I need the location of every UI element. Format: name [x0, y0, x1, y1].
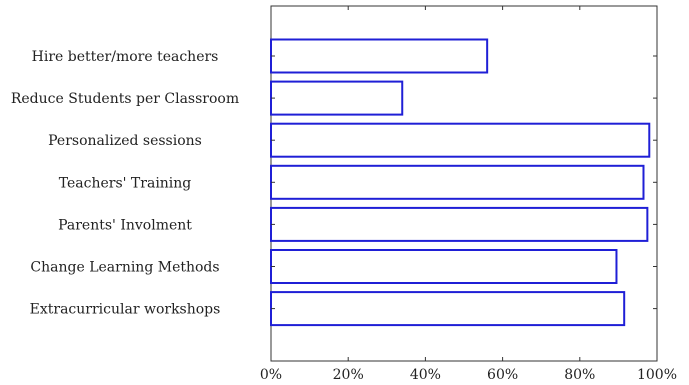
bar [270, 80, 404, 116]
bar [270, 249, 618, 284]
x-tick-label: 20% [333, 367, 364, 383]
labels-layer: Hire better/more teachers Reduce Students… [11, 49, 677, 383]
x-tick-label: 0% [260, 367, 282, 383]
x-tick-label: 40% [410, 367, 441, 383]
category-label: Hire better/more teachers [32, 49, 219, 65]
x-tick-label: 80% [564, 367, 595, 383]
category-label: Parents' Involment [58, 217, 192, 233]
category-label: Teachers' Training [59, 175, 192, 191]
ticks-layer [270, 6, 658, 361]
bar [270, 122, 651, 158]
x-tick-label: 60% [487, 367, 518, 383]
category-label: Personalized sessions [48, 133, 202, 149]
bar [270, 206, 649, 242]
bar [270, 291, 626, 327]
bars-layer [270, 38, 651, 327]
x-tick-label: 100% [637, 367, 677, 383]
bar [270, 164, 645, 200]
category-label: Extracurricular workshops [30, 302, 221, 318]
bar [270, 38, 489, 74]
category-label: Reduce Students per Classroom [11, 91, 239, 107]
category-label: Change Learning Methods [30, 260, 219, 276]
